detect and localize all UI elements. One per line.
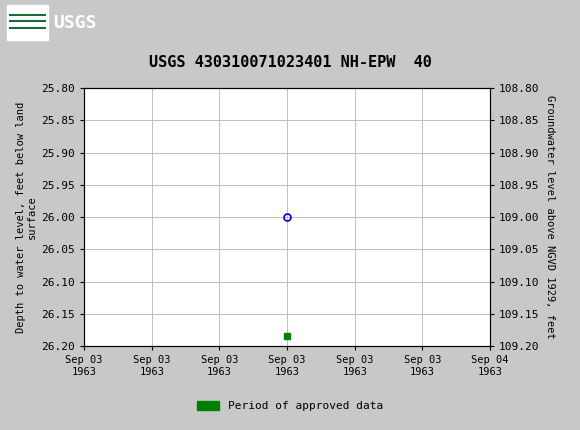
- Bar: [7, 6, 48, 40]
- Text: USGS 430310071023401 NH-EPW  40: USGS 430310071023401 NH-EPW 40: [148, 55, 432, 70]
- Y-axis label: Depth to water level, feet below land
surface: Depth to water level, feet below land su…: [16, 101, 37, 333]
- Y-axis label: Groundwater level above NGVD 1929, feet: Groundwater level above NGVD 1929, feet: [545, 95, 555, 339]
- Legend: Period of approved data: Period of approved data: [193, 397, 387, 416]
- Text: USGS: USGS: [53, 14, 97, 31]
